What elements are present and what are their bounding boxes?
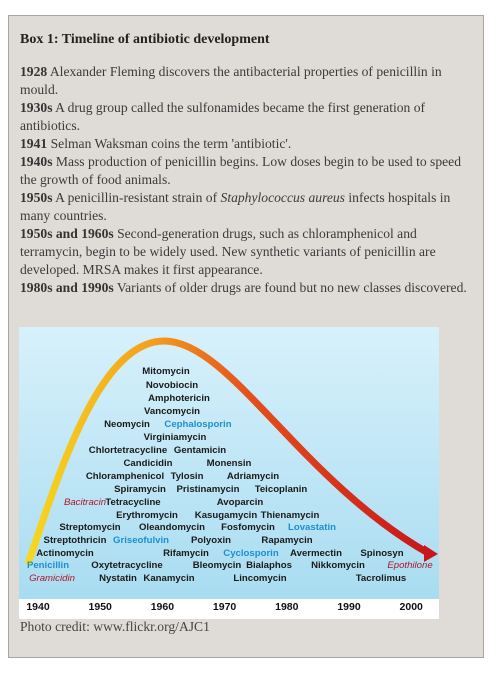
year-label: 1950	[89, 601, 113, 613]
drug: Penicillin	[27, 560, 69, 571]
drug: Avoparcin	[217, 497, 264, 508]
entry-text: Selman Waksman coins the term 'antibioti…	[50, 136, 292, 151]
year-label: 1990	[337, 601, 361, 613]
entry-text: Variants of older drugs are found but no…	[116, 280, 467, 295]
photo-credit: Photo credit: www.flickr.org/AJC1	[20, 619, 210, 634]
species-name: Staphylococcus aureus	[220, 190, 345, 205]
drug: Pristinamycin	[177, 484, 240, 495]
drug: Virginiamycin	[144, 432, 207, 443]
drug: Monensin	[207, 458, 252, 469]
drug: Vancomycin	[144, 406, 200, 417]
entry-period: 1941	[20, 136, 48, 151]
drug: Rifamycin	[163, 548, 209, 559]
drug: Mitomycin	[142, 366, 190, 377]
arrowhead	[424, 545, 438, 562]
entry: 1940s Mass production of penicillin begi…	[20, 153, 472, 189]
drug: Lovastatin	[288, 522, 336, 533]
entry: 1980s and 1990s Variants of older drugs …	[20, 279, 472, 297]
drug: Rapamycin	[261, 535, 312, 546]
entry-text: A drug group called the sulfonamides bec…	[20, 100, 426, 133]
timeline-figure: Mitomycin Novobiocin Amphotericin Vancom…	[19, 327, 439, 619]
drug: Oxytetracycline	[91, 560, 162, 571]
entry-period: 1940s	[20, 154, 53, 169]
drug: Streptomycin	[59, 522, 120, 533]
drug: Streptothricin	[44, 535, 107, 546]
drug: Chlortetracycline	[89, 445, 167, 456]
drug: Epothilone	[387, 560, 432, 571]
drug: Avermectin	[290, 548, 342, 559]
drug: Lincomycin	[233, 573, 286, 584]
drug: Bialaphos	[246, 560, 292, 571]
year-label: 1960	[151, 601, 175, 613]
entry: 1950s and 1960s Second-generation drugs,…	[20, 225, 472, 279]
drug: Spiramycin	[114, 484, 166, 495]
drug: Nystatin	[99, 573, 137, 584]
year-label: 1940	[26, 601, 50, 613]
entry: 1930s A drug group called the sulfonamid…	[20, 99, 472, 135]
drug: Kasugamycin	[195, 510, 258, 521]
drug: Cyclosporin	[223, 548, 279, 559]
drug: Fosfomycin	[221, 522, 275, 533]
drug: Thienamycin	[261, 510, 320, 521]
entry-period: 1950s and 1960s	[20, 226, 114, 241]
entries: 1928 Alexander Fleming discovers the ant…	[20, 63, 472, 297]
entry-text: Alexander Fleming discovers the antibact…	[20, 64, 442, 97]
year-axis: 1940 1950 1960 1970 1980 1990 2000	[26, 601, 423, 613]
entry-text: A penicillin-resistant strain of	[55, 190, 218, 205]
box-title: Box 1: Timeline of antibiotic developmen…	[20, 32, 270, 47]
drug: Neomycin	[104, 419, 150, 430]
drug: Oleandomycin	[139, 522, 205, 533]
drug: Nikkomycin	[311, 560, 365, 571]
axis-strip	[19, 599, 439, 619]
drug: Amphotericin	[148, 393, 210, 404]
drug-labels: Mitomycin Novobiocin Amphotericin Vancom…	[27, 366, 433, 584]
drug: Tylosin	[171, 471, 204, 482]
entry-text: Second-generation drugs, such as chloram…	[20, 226, 436, 277]
drug: Kanamycin	[143, 573, 194, 584]
drug: Polyoxin	[191, 535, 231, 546]
drug: Teicoplanin	[255, 484, 308, 495]
entry-period: 1950s	[20, 190, 53, 205]
drug: Tacrolimus	[356, 573, 406, 584]
entry: 1928 Alexander Fleming discovers the ant…	[20, 63, 472, 99]
drug: Candicidin	[123, 458, 172, 469]
drug: Cephalosporin	[164, 419, 231, 430]
drug: Gentamicin	[174, 445, 226, 456]
development-curve	[24, 337, 430, 566]
entry: 1941 Selman Waksman coins the term 'anti…	[20, 135, 472, 153]
drug: Actinomycin	[36, 548, 94, 559]
year-label: 1980	[275, 601, 299, 613]
drug: Griseofulvin	[113, 535, 169, 546]
drug: Spinosyn	[360, 548, 403, 559]
entry-period: 1928	[20, 64, 48, 79]
drug: Bleomycin	[193, 560, 242, 571]
drug: Novobiocin	[146, 380, 198, 391]
drug: Tetracycline	[105, 497, 160, 508]
year-label: 2000	[400, 601, 424, 613]
drug: Chloramphenicol	[86, 471, 164, 482]
entry: 1950s A penicillin-resistant strain of S…	[20, 189, 472, 225]
entry-period: 1980s and 1990s	[20, 280, 114, 295]
entry-text: infects hospitals in many countries.	[20, 190, 451, 223]
drug: Erythromycin	[116, 510, 178, 521]
drug: Bacitracin	[64, 497, 106, 508]
entry-text: Mass production of penicillin begins. Lo…	[20, 154, 461, 187]
entry-period: 1930s	[20, 100, 53, 115]
drug: Gramicidin	[29, 573, 75, 584]
year-label: 1970	[213, 601, 237, 613]
drug: Adriamycin	[227, 471, 279, 482]
